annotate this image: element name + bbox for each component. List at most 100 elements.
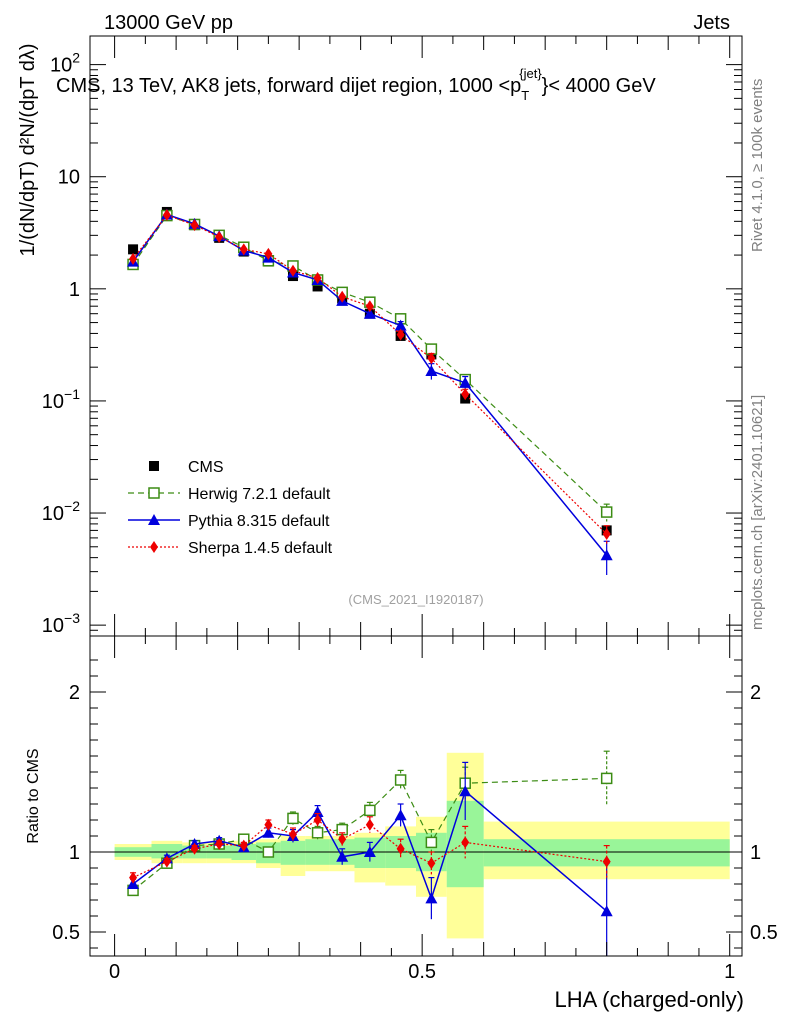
main-point-sherpa-10 xyxy=(396,328,405,341)
x-axis-label: LHA (charged-only) xyxy=(554,987,744,1012)
ratio-point-sherpa-10 xyxy=(396,842,405,855)
ratio-point-sherpa-11 xyxy=(427,857,436,870)
ratio-point-herwig-11 xyxy=(425,836,438,849)
main-ytick-label-4: 10 xyxy=(58,167,80,189)
legend-label-pythia: Pythia 8.315 default xyxy=(188,513,330,530)
rivet-version-label: Rivet 4.1.0, ≥ 100k events xyxy=(749,79,766,252)
main-point-pythia-9 xyxy=(363,307,376,319)
main-point-pythia-12 xyxy=(459,376,472,388)
ratio-ytick-label-left-1: 1 xyxy=(69,842,80,864)
main-plot-area xyxy=(89,35,743,637)
ratio-ytick-label-right-2: 2 xyxy=(750,682,761,704)
legend-entry-pythia: Pythia 8.315 default xyxy=(128,513,330,530)
main-y-axis-label-text: 1/(dN/dpT) d²N/(dpT dλ) xyxy=(17,43,39,256)
ratio-point-pythia-9 xyxy=(363,846,376,857)
ratio-point-sherpa-6 xyxy=(288,828,297,841)
ratio-band-inner-6 xyxy=(280,840,306,865)
ratio-series-sherpa xyxy=(129,812,611,884)
main-ytick-base-0: 10 xyxy=(42,615,64,637)
main-point-sherpa-8 xyxy=(338,290,347,303)
ratio-point-pythia-10 xyxy=(394,809,407,821)
ratio-point-herwig-7 xyxy=(311,827,324,839)
main-point-sherpa-4 xyxy=(239,243,248,256)
ratio-point-sherpa-2 xyxy=(190,842,199,855)
ratio-point-pythia-11 xyxy=(425,892,438,904)
main-point-sherpa-2 xyxy=(190,219,199,232)
main-ytick-exp-1: −2 xyxy=(64,498,80,514)
main-ytick-base-4: 10 xyxy=(58,167,80,189)
ratio-series-group xyxy=(127,750,613,956)
legend-marker-sherpa xyxy=(150,541,158,553)
legend: CMS Herwig 7.2.1 default Pythia 8.315 defa… xyxy=(128,459,333,557)
main-ytick-exp-2: −1 xyxy=(64,386,80,402)
x-axis: 0 0.5 1 xyxy=(109,36,735,983)
ratio-point-herwig-5 xyxy=(262,846,275,858)
ratio-y-axis-label: Ratio to CMS xyxy=(25,748,42,843)
ratio-point-pythia-5 xyxy=(262,826,275,838)
ratio-point-herwig-9 xyxy=(364,804,376,817)
main-line-sherpa xyxy=(132,214,608,535)
legend-label-herwig: Herwig 7.2.1 default xyxy=(188,486,331,503)
ratio-point-sherpa-4 xyxy=(239,839,248,852)
main-ytick-base-1: 10 xyxy=(42,503,64,525)
plot-title-main: CMS, 13 TeV, AK8 jets, forward dijet reg… xyxy=(56,75,521,97)
ratio-point-pythia-7 xyxy=(311,806,324,817)
main-point-sherpa-11 xyxy=(427,352,436,365)
main-point-sherpa-0 xyxy=(129,252,138,265)
ratio-ytick-label-right-1: 1 xyxy=(750,842,761,864)
ratio-point-sherpa-7 xyxy=(313,814,322,826)
category-label: Jets xyxy=(693,12,730,34)
main-ytick-label-3: 1 xyxy=(69,279,80,301)
ratio-point-herwig-13 xyxy=(600,772,613,785)
ratio-point-herwig-6 xyxy=(287,812,299,825)
main-ytick-label-5: 102 xyxy=(50,50,80,77)
plot-title: CMS, 13 TeV, AK8 jets, forward dijet reg… xyxy=(56,66,656,103)
ratio-point-sherpa-0 xyxy=(129,871,138,884)
legend-marker-pythia xyxy=(148,514,160,525)
main-point-pythia-11 xyxy=(425,364,438,376)
mcplots-label: mcplots.cern.ch [arXiv:2401.10621] xyxy=(749,395,766,630)
collision-label: 13000 GeV pp xyxy=(104,12,233,34)
plot-title-sub: T xyxy=(521,88,529,103)
legend-marker-herwig xyxy=(148,487,160,499)
main-point-pythia-10 xyxy=(394,319,407,331)
ratio-point-herwig-10 xyxy=(394,774,407,786)
ratio-y-axis: 0.5 0.5 1 1 2 2 xyxy=(52,659,778,949)
xtick-label-1: 0.5 xyxy=(408,961,436,983)
main-point-sherpa-12 xyxy=(461,388,470,401)
main-point-sherpa-7 xyxy=(313,271,322,284)
xtick-label-2: 1 xyxy=(724,961,735,983)
xtick-label-0: 0 xyxy=(109,961,120,983)
legend-entry-herwig: Herwig 7.2.1 default xyxy=(128,486,331,503)
main-point-sherpa-6 xyxy=(288,264,297,277)
ratio-line-sherpa xyxy=(132,819,607,879)
main-ytick-label-1: 10−2 xyxy=(42,498,80,525)
legend-entry-sherpa: Sherpa 1.4.5 default xyxy=(128,540,333,557)
main-ytick-label-0: 10−3 xyxy=(42,610,80,637)
legend-label-sherpa: Sherpa 1.4.5 default xyxy=(188,540,333,557)
ratio-ytick-label-left-0: 0.5 xyxy=(52,922,80,944)
main-point-sherpa-3 xyxy=(215,230,224,243)
main-point-sherpa-13 xyxy=(602,528,611,541)
ratio-plot-frame xyxy=(89,635,743,957)
ratio-ytick-label-right-0: 0.5 xyxy=(750,922,778,944)
ratio-point-pythia-13 xyxy=(600,905,613,917)
ratio-plot-area xyxy=(89,635,743,957)
main-point-pythia-13 xyxy=(600,549,613,561)
legend-entry-cms: CMS xyxy=(149,459,224,476)
main-series-pythia xyxy=(127,208,613,576)
main-point-sherpa-5 xyxy=(264,247,273,260)
ratio-point-sherpa-5 xyxy=(264,818,273,831)
main-ytick-label-2: 10−1 xyxy=(42,386,80,413)
legend-label-cms: CMS xyxy=(188,459,224,476)
main-ytick-exp-0: −3 xyxy=(64,610,80,626)
main-y-axis-label: 1/(dN/dpT) d²N/(dpT dλ) xyxy=(17,43,39,256)
main-point-herwig-13 xyxy=(600,506,613,518)
ratio-point-sherpa-8 xyxy=(338,833,347,846)
main-ytick-base-2: 10 xyxy=(42,391,64,413)
main-series-sherpa xyxy=(129,209,611,544)
ratio-point-pythia-12 xyxy=(459,785,472,797)
main-point-sherpa-9 xyxy=(365,300,374,313)
